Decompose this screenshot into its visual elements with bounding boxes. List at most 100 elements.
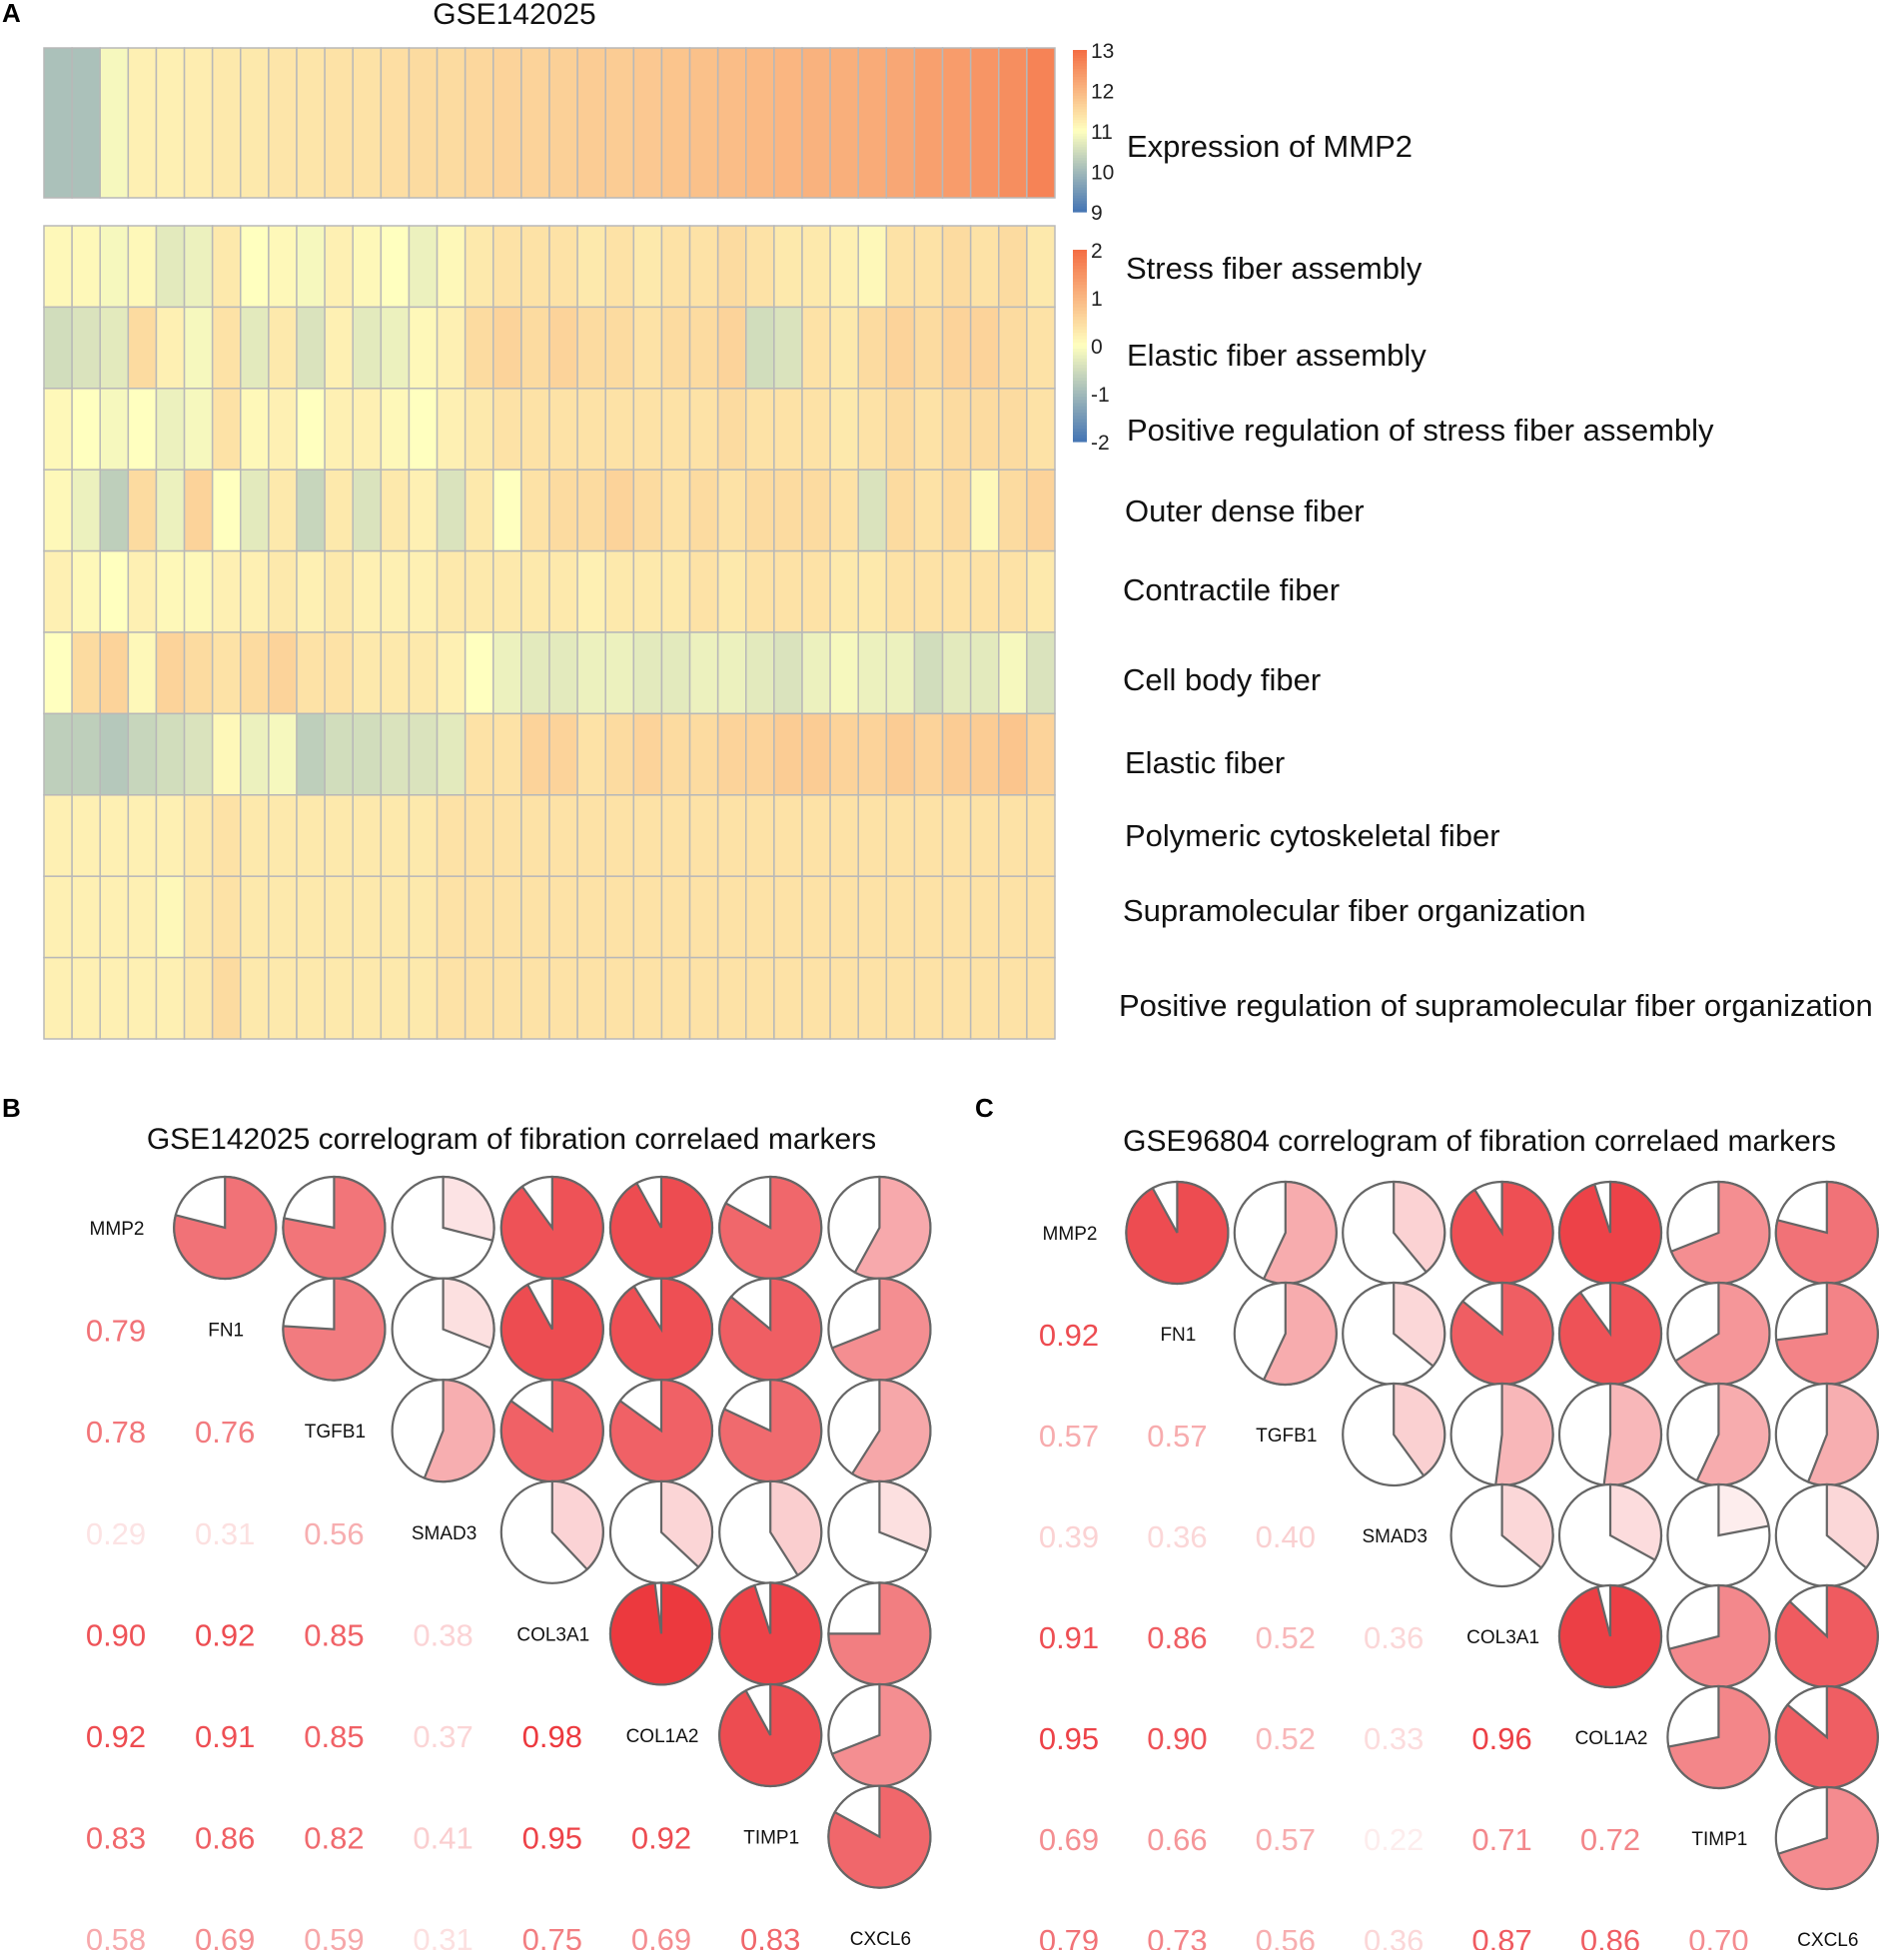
heatmap-cell bbox=[211, 388, 242, 471]
heatmap-cell bbox=[913, 469, 944, 552]
heatmap-cell bbox=[576, 794, 606, 877]
heatmap-cell bbox=[99, 388, 130, 471]
pie-slice bbox=[827, 1581, 932, 1686]
heatmap-cell bbox=[408, 712, 439, 796]
heatmap-cell bbox=[71, 306, 101, 390]
heatmap-cell bbox=[43, 306, 73, 390]
legend-tick-label: 2 bbox=[1091, 240, 1103, 263]
heatmap-cell bbox=[801, 956, 831, 1040]
legend-swatch bbox=[1073, 182, 1087, 186]
heatmap-cell bbox=[773, 875, 803, 959]
heatmap-cell bbox=[352, 875, 383, 959]
correlation-value: 0.56 bbox=[304, 1516, 364, 1551]
expression-row-label: Expression of MMP2 bbox=[1127, 129, 1413, 164]
heatmap-cell bbox=[576, 469, 606, 552]
heatmap-cell bbox=[716, 875, 747, 959]
legend-swatch bbox=[1073, 60, 1087, 65]
legend-swatch bbox=[1073, 397, 1087, 401]
heatmap-cell bbox=[885, 549, 916, 633]
heatmap-cell bbox=[716, 631, 747, 715]
heatmap-cell bbox=[773, 306, 803, 390]
expression-cell bbox=[660, 47, 691, 199]
legend-swatch bbox=[1073, 429, 1087, 433]
legend-swatch bbox=[1073, 90, 1087, 94]
expression-cell bbox=[240, 47, 270, 199]
heatmap-cell bbox=[380, 306, 411, 390]
pie-slice bbox=[1602, 1382, 1663, 1487]
heatmap-cell bbox=[688, 794, 719, 877]
heatmap-cell bbox=[660, 469, 691, 552]
heatmap-cell bbox=[240, 388, 270, 471]
heatmap-cell bbox=[857, 388, 888, 471]
heatmap-cell bbox=[632, 388, 663, 471]
heatmap-cell bbox=[352, 306, 383, 390]
heatmap-cell bbox=[436, 469, 467, 552]
heatmap-cell bbox=[464, 469, 494, 552]
heatmap-cell bbox=[829, 631, 859, 715]
heatmap-cell bbox=[99, 469, 130, 552]
heatmap-cell bbox=[324, 712, 354, 796]
heatmap-cell bbox=[885, 469, 916, 552]
legend-swatch bbox=[1073, 66, 1087, 70]
pie-slice bbox=[282, 1277, 387, 1382]
heatmap-cell bbox=[857, 794, 888, 877]
heatmap-cell bbox=[969, 306, 1000, 390]
heatmap-cell bbox=[408, 549, 439, 633]
heatmap-cell bbox=[1026, 388, 1056, 471]
legend-swatch bbox=[1073, 50, 1087, 54]
pie-slice bbox=[608, 1277, 714, 1382]
correlation-pie bbox=[1774, 1684, 1879, 1790]
heatmap-cell bbox=[632, 306, 663, 390]
heatmap-cell bbox=[520, 306, 550, 390]
heatmap-cell bbox=[941, 225, 972, 309]
correlogram-c-title: GSE96804 correlogram of fibration correl… bbox=[1123, 1125, 1836, 1158]
heatmap-cell bbox=[183, 306, 214, 390]
heatmap-cell bbox=[857, 875, 888, 959]
heatmap-cell bbox=[1026, 875, 1056, 959]
legend-swatch bbox=[1073, 358, 1087, 363]
heatmap-cell bbox=[492, 306, 522, 390]
legend-swatch bbox=[1073, 155, 1087, 159]
pie-slice bbox=[830, 1277, 932, 1382]
legend-swatch bbox=[1073, 390, 1087, 395]
correlation-value: 0.92 bbox=[1039, 1318, 1099, 1353]
heatmap-cell bbox=[745, 875, 775, 959]
pie-slice bbox=[1774, 1180, 1879, 1286]
heatmap-cell bbox=[436, 875, 467, 959]
heatmap-cell bbox=[969, 469, 1000, 552]
correlation-value: 0.33 bbox=[1364, 1721, 1424, 1756]
correlation-pie bbox=[1233, 1180, 1338, 1286]
heatmap-cell bbox=[660, 631, 691, 715]
heatmap-cell bbox=[240, 875, 270, 959]
pie-slice bbox=[1125, 1180, 1230, 1286]
pie-slice bbox=[608, 1379, 714, 1483]
heatmap-cell bbox=[801, 469, 831, 552]
correlation-value: 0.95 bbox=[522, 1821, 582, 1856]
legend-swatch bbox=[1073, 323, 1087, 328]
heatmap-cell bbox=[745, 794, 775, 877]
heatmap-cell bbox=[43, 225, 73, 309]
heatmap-cell bbox=[183, 225, 214, 309]
heatmap-cell bbox=[380, 631, 411, 715]
correlation-value: 0.83 bbox=[86, 1821, 146, 1856]
legend-swatch bbox=[1073, 71, 1087, 75]
correlation-pie bbox=[608, 1379, 714, 1483]
pie-slice bbox=[1776, 1785, 1879, 1891]
legend-swatch bbox=[1073, 82, 1087, 86]
heatmap-title: GSE142025 bbox=[433, 0, 595, 31]
legend-swatch bbox=[1073, 362, 1087, 366]
legend-swatch bbox=[1073, 288, 1087, 293]
heatmap-cell bbox=[380, 712, 411, 796]
heatmap-cell bbox=[660, 388, 691, 471]
heatmap-cell bbox=[660, 794, 691, 877]
heatmap-cell bbox=[857, 549, 888, 633]
legend-swatch bbox=[1073, 384, 1087, 389]
legend-swatch bbox=[1073, 163, 1087, 167]
heatmap-cell bbox=[240, 712, 270, 796]
legend-swatch bbox=[1073, 320, 1087, 325]
heatmap-cell bbox=[380, 875, 411, 959]
correlation-pie bbox=[1774, 1785, 1879, 1891]
heatmap-cell bbox=[632, 631, 663, 715]
legend-swatch bbox=[1073, 307, 1087, 312]
heatmap-cell bbox=[211, 875, 242, 959]
